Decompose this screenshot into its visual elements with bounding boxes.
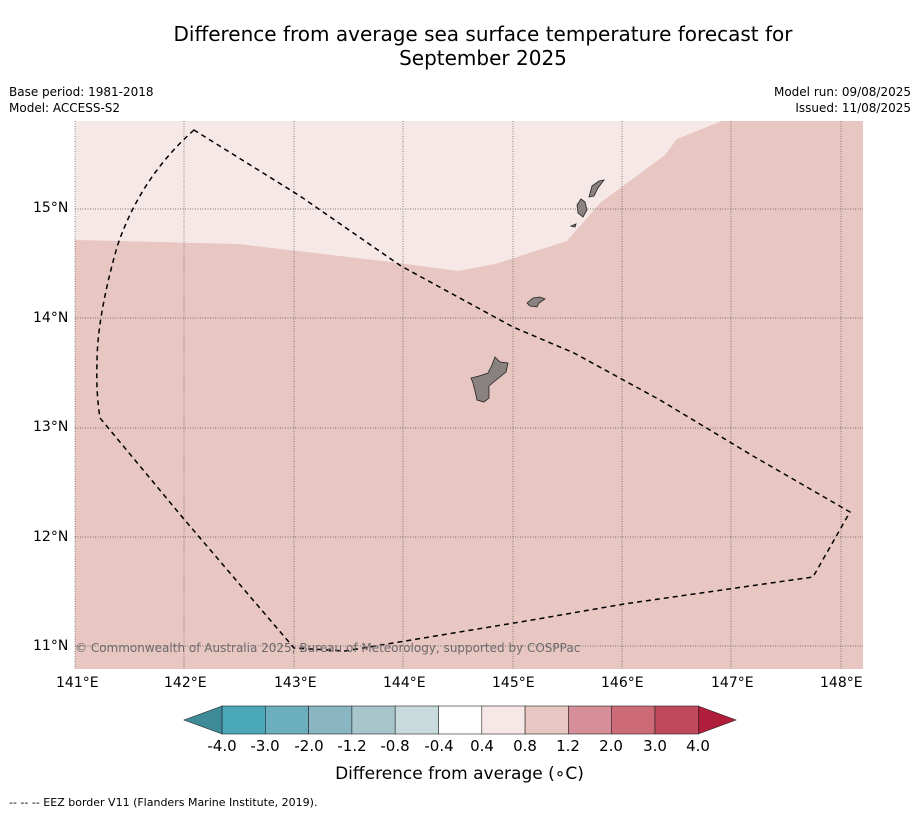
colorbar-segment <box>481 705 526 735</box>
island-rota <box>526 296 546 308</box>
colorbar-segment <box>568 705 613 735</box>
colorbar-segment <box>308 705 353 735</box>
model-run: Model run: 09/08/2025 <box>773 85 911 99</box>
meta-right: Model run: 09/08/2025 Issued: 11/08/2025 <box>774 84 911 116</box>
base-period: Base period: 1981-2018 <box>9 85 154 99</box>
lat-label-12n: 12°N <box>33 529 69 545</box>
island-saipan <box>588 179 605 198</box>
lon-label-147e: 147°E <box>711 675 754 691</box>
colorbar-tick: 3.0 <box>643 737 667 755</box>
eez-footnote: -- -- -- EEZ border V11 (Flanders Marine… <box>9 796 318 809</box>
lon-label-148e: 148°E <box>820 675 863 691</box>
colorbar-tick: -2.0 <box>294 737 324 755</box>
colorbar-tick: -1.2 <box>337 737 367 755</box>
lat-label-15n: 15°N <box>33 200 69 216</box>
lat-label-14n: 14°N <box>33 310 69 326</box>
colorbar-segment <box>221 705 266 735</box>
colorbar-extend-high <box>697 705 737 735</box>
lon-label-141e: 141°E <box>56 675 99 691</box>
island-guam <box>470 356 509 403</box>
lon-label-142e: 142°E <box>164 675 207 691</box>
colorbar-segment <box>611 705 656 735</box>
colorbar-segment <box>438 705 483 735</box>
colorbar <box>183 705 737 735</box>
model-name: Model: ACCESS-S2 <box>9 101 121 115</box>
lon-label-144e: 144°E <box>383 675 426 691</box>
colorbar-tick: 1.2 <box>556 737 580 755</box>
colorbar-segment <box>654 705 699 735</box>
colorbar-label: Difference from average (∘C) <box>335 764 584 784</box>
region-low <box>75 121 722 271</box>
issued-date: Issued: 11/08/2025 <box>795 101 911 115</box>
colorbar-tick: -4.0 <box>207 737 237 755</box>
colorbar-segment <box>394 705 439 735</box>
island-tinian <box>576 198 588 218</box>
lon-label-143e: 143°E <box>274 675 317 691</box>
island-aguijan <box>569 223 577 228</box>
colorbar-segment <box>351 705 396 735</box>
lon-label-146e: 146°E <box>601 675 644 691</box>
chart-title: Difference from average sea surface temp… <box>0 22 919 70</box>
lat-label-13n: 13°N <box>33 419 69 435</box>
colorbar-tick: -0.4 <box>424 737 454 755</box>
map-copyright: © Commonwealth of Australia 2025, Bureau… <box>75 641 581 655</box>
eez-border <box>96 129 852 652</box>
land-masses <box>470 179 605 403</box>
colorbar-tick: 4.0 <box>686 737 710 755</box>
colorbar-tick: 2.0 <box>599 737 623 755</box>
colorbar-tick: -3.0 <box>250 737 280 755</box>
colorbar-segment <box>524 705 569 735</box>
meta-left: Base period: 1981-2018 Model: ACCESS-S2 <box>9 84 154 116</box>
lon-label-145e: 145°E <box>492 675 535 691</box>
lat-label-11n: 11°N <box>33 638 69 654</box>
colorbar-tick: -0.8 <box>380 737 410 755</box>
title-line-1: Difference from average sea surface temp… <box>173 22 793 46</box>
colorbar-segment <box>264 705 309 735</box>
title-line-2: September 2025 <box>399 46 567 70</box>
colorbar-tick: 0.8 <box>513 737 537 755</box>
colorbar-extend-low <box>183 705 223 735</box>
colorbar-tick: 0.4 <box>470 737 494 755</box>
